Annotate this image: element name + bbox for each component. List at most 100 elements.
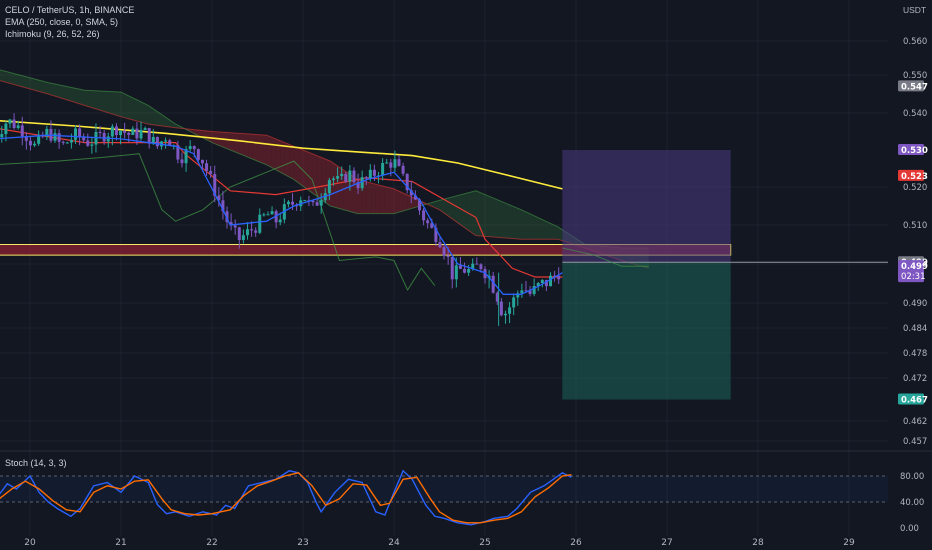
bear-candle [458,265,462,269]
ema-legend[interactable]: EMA (250, close, 0, SMA, 5) [5,17,119,27]
ichimoku-cloud-segment [507,204,513,239]
ichimoku-cloud-segment [466,191,472,233]
currency-label: USDT [903,5,927,15]
price-tag-label: 0.523 [901,172,928,182]
bear-candle [205,163,209,171]
ichimoku-cloud-segment [243,133,249,158]
bull-candle [262,214,266,216]
ichimoku-cloud-segment [193,129,199,136]
ichimoku-cloud-segment [375,184,381,214]
bear-candle [192,146,196,150]
stoch-legend[interactable]: Stoch (14, 3, 3) [5,458,67,468]
ichimoku-cloud-segment [494,198,499,238]
bear-candle [372,169,376,176]
price-axis-label: 0.457 [903,437,927,447]
bear-candle [491,275,495,293]
price-axis-label: 0.462 [903,417,927,427]
ichimoku-cloud-segment [230,132,235,152]
bull-candle [381,163,385,176]
ichimoku-cloud-segment [221,132,226,149]
bull-candle [319,200,323,206]
ichimoku-cloud-segment [293,146,299,183]
ichimoku-cloud-segment [130,96,135,121]
ichimoku-cloud-segment [539,218,545,240]
senkou-span-b [0,80,649,269]
price-axis-label: 0.472 [903,374,927,384]
ichimoku-cloud-segment [544,220,549,240]
ichimoku-cloud-segment [48,82,53,96]
bear-candle [237,227,241,241]
bear-candle [98,131,102,134]
bull-candle [245,229,249,236]
price-axis-label: 0.560 [903,37,927,47]
stoch-axis-label: 80.00 [900,472,924,482]
bull-candle [336,176,340,179]
bull-candle [340,173,344,177]
price-tag-label: 0.530 [901,146,928,156]
senkou-span-a [0,69,649,249]
ichimoku-cloud-segment [43,81,49,94]
ichimoku-cloud-segment [257,134,263,163]
ichimoku-cloud-segment [384,186,390,214]
bear-candle [200,159,204,164]
bear-candle [180,159,184,164]
bull-candle [143,128,147,130]
bear-candle [413,195,417,200]
bear-candle [274,211,278,223]
bull-candle [106,136,110,142]
countdown-label: 02:31 [901,272,926,282]
price-tag [898,260,924,283]
time-axis-label: 23 [297,538,308,548]
bear-candle [446,255,450,257]
ichimoku-cloud-segment [389,187,394,214]
bull-candle [385,162,389,164]
ichimoku-cloud-segment [303,150,308,190]
ichimoku-cloud-segment [489,196,495,238]
ichimoku-cloud-segment [444,197,449,217]
ichimoku-cloud-segment [521,209,526,240]
stop-loss-area [562,150,731,263]
bull-candle [74,128,77,140]
ichimoku-cloud-segment [166,117,172,128]
ichimoku-cloud-segment [434,200,440,210]
ichimoku-cloud-segment [80,89,85,106]
bull-candle [327,180,331,194]
symbol-legend[interactable]: CELO / TetherUS, 1h, BINANCE [5,5,135,15]
bull-candle [139,129,143,139]
bear-candle [450,256,454,280]
bear-candle [356,182,360,189]
stoch-band-fill [0,476,888,502]
ichimoku-cloud-segment [371,183,376,214]
price-axis-label: 0.490 [903,299,927,309]
bear-candle [102,133,106,142]
bear-candle [254,230,258,233]
ichimoku-cloud-segment [89,90,94,109]
bear-candle [401,165,405,174]
ichimoku-cloud-segment [403,193,408,211]
bear-candle [479,264,483,270]
bull-candle [270,211,274,215]
chikou-span-line [0,153,436,292]
time-axis-label: 27 [661,538,672,548]
bull-candle [331,178,335,181]
bear-candle [364,177,368,179]
ichimoku-legend[interactable]: Ichimoku (9, 26, 52, 26) [5,29,100,39]
ichimoku-cloud-segment [353,176,358,214]
ichimoku-cloud-segment [98,90,103,112]
bear-candle [82,137,86,141]
cloud-projection-line [562,247,649,267]
price-tag [898,393,924,405]
ichimoku-cloud-segment [485,194,490,237]
stoch-axis-label: 40.00 [900,498,924,508]
bear-candle [311,200,315,203]
ichimoku-cloud-segment [25,76,30,89]
bear-candle [147,128,151,144]
bull-candle [286,201,290,205]
bear-candle [499,301,503,316]
bull-candle [258,214,262,233]
time-axis-label: 25 [479,538,490,548]
bull-candle [512,297,516,308]
ichimoku-cloud-segment [480,192,485,237]
time-axis-label: 22 [206,538,217,548]
